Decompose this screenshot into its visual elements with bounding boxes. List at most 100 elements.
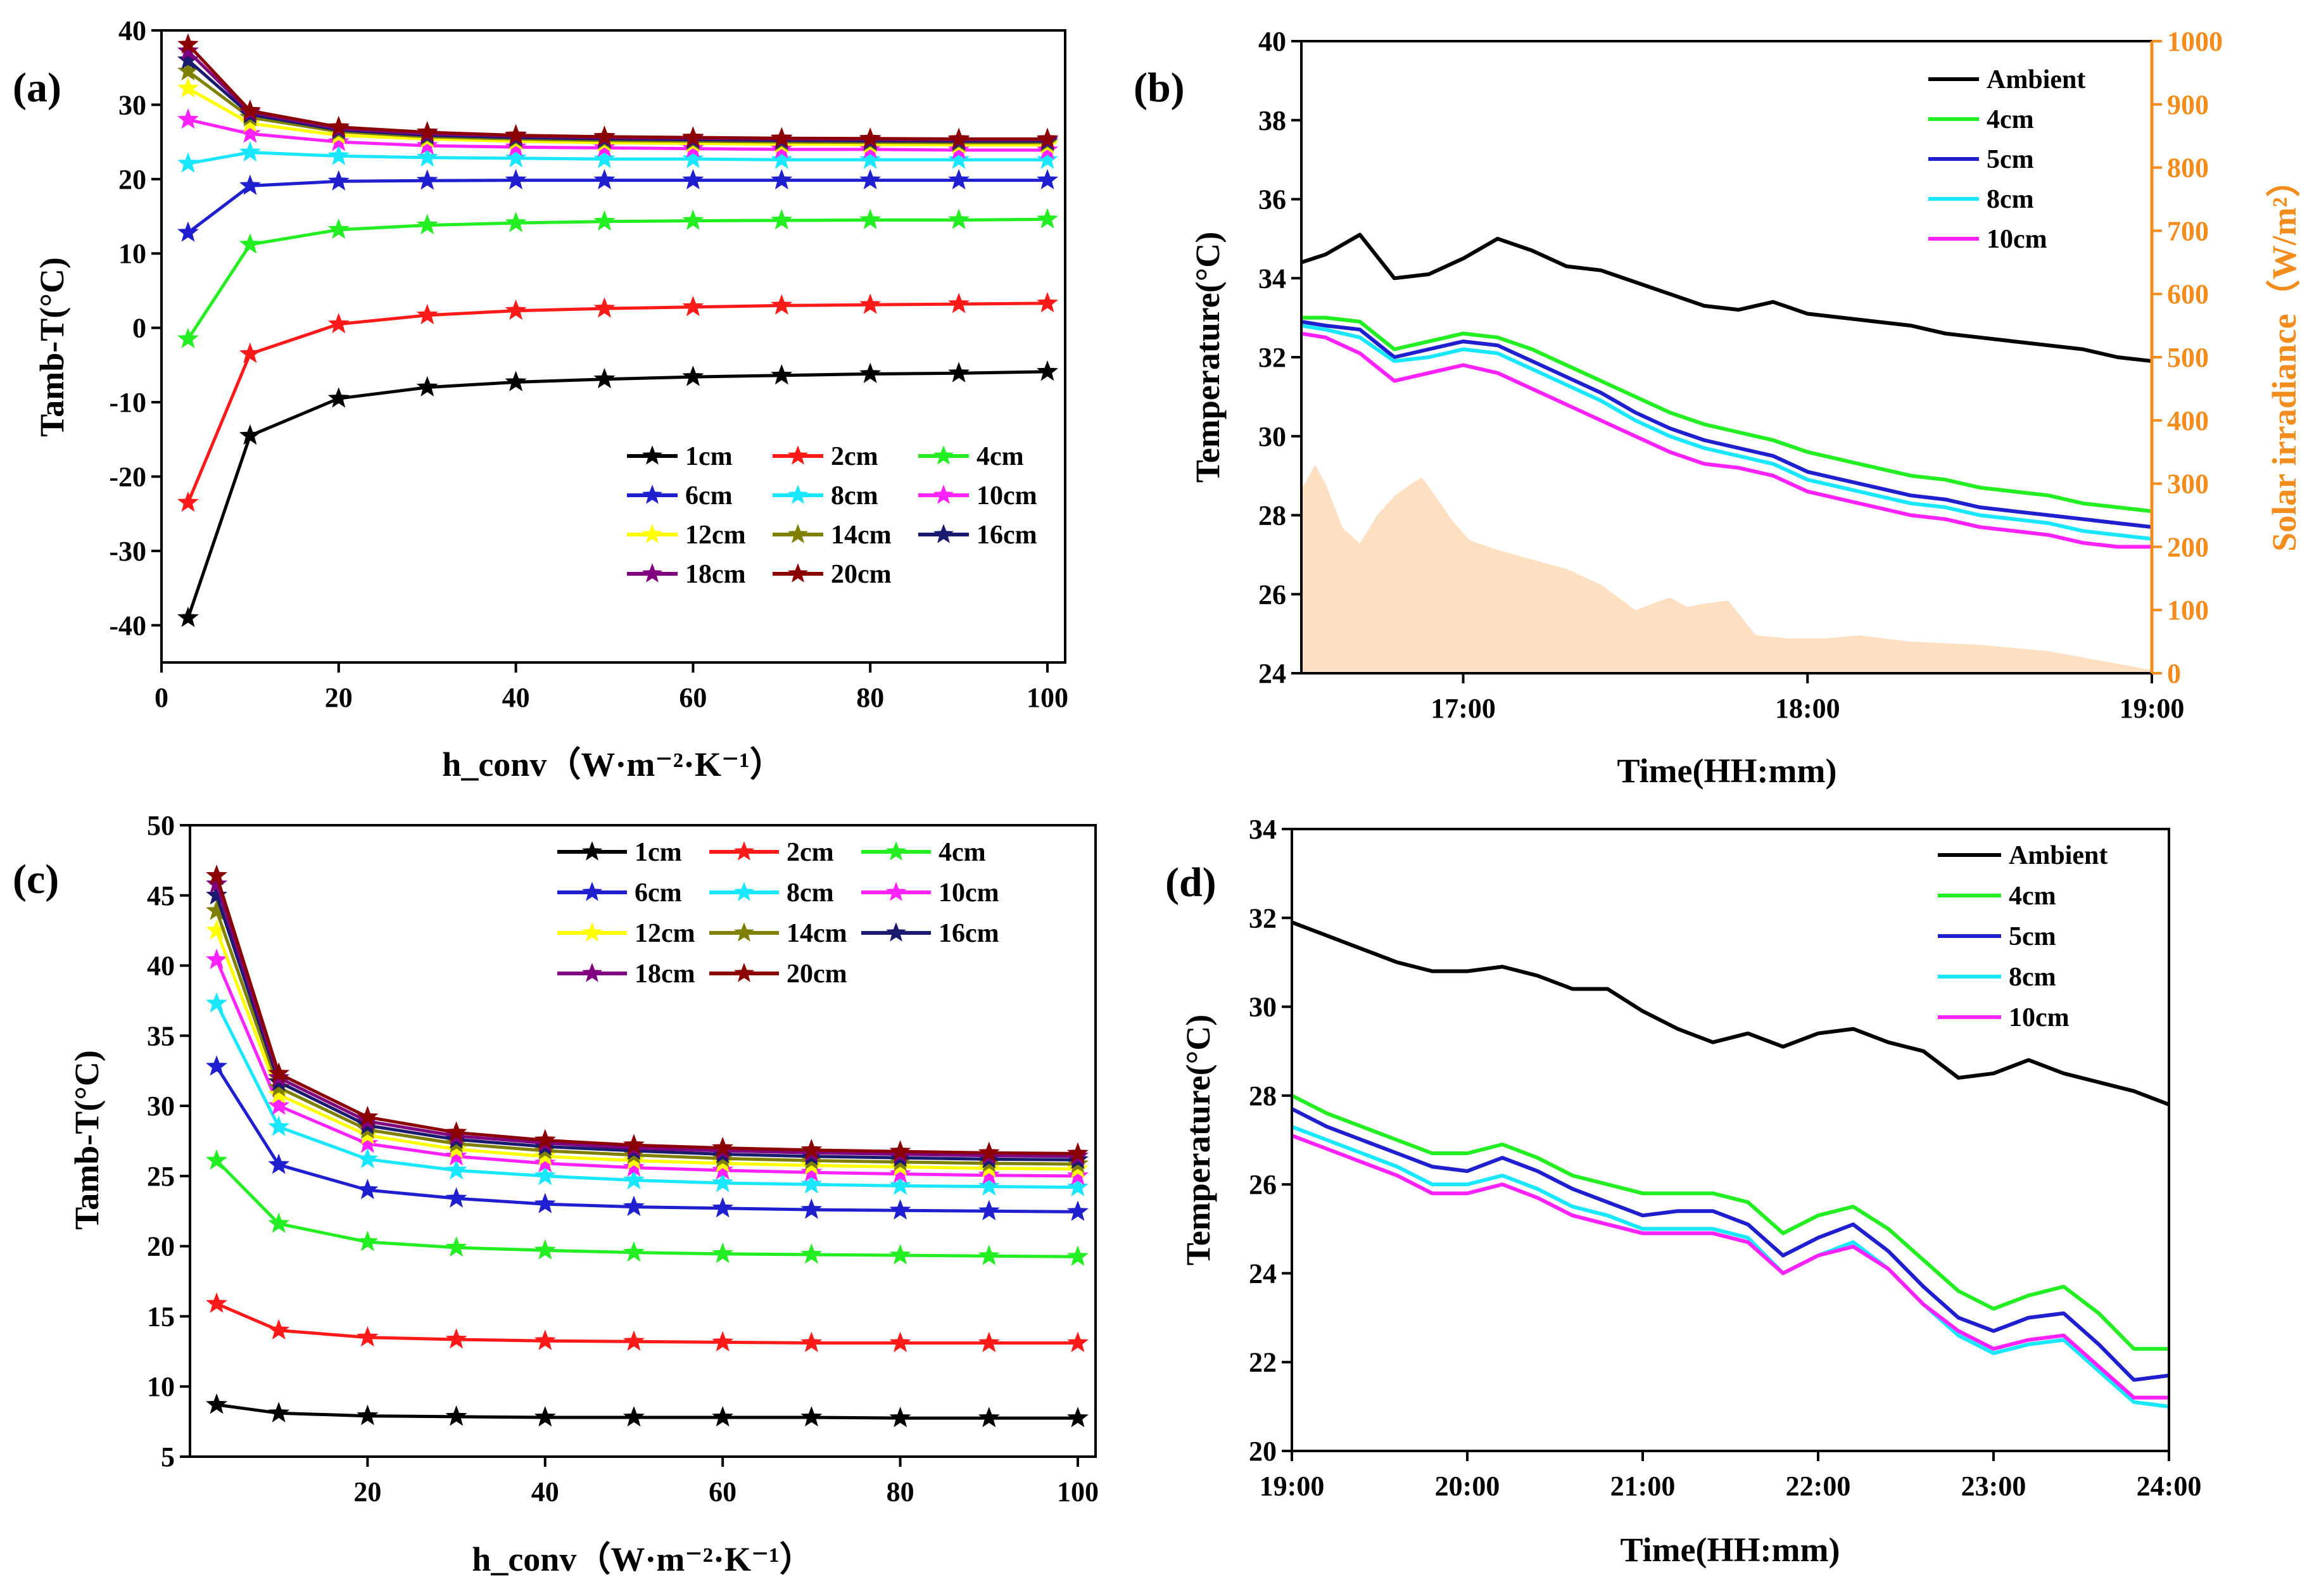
data-point-8cm: [771, 148, 793, 169]
data-point-4cm: [416, 213, 438, 235]
data-point-6cm: [859, 168, 882, 189]
legend-entry-12cm: 12cm: [627, 521, 746, 550]
x-tick-label: 60: [679, 682, 707, 713]
data-point-6cm: [268, 1153, 290, 1174]
data-point-8cm: [623, 1168, 645, 1190]
series-5cm: [1292, 1107, 2169, 1382]
data-point-1cm: [889, 1407, 911, 1428]
data-point-4cm: [712, 1243, 734, 1264]
panel-a-axes-frame: [160, 29, 1066, 664]
legend-label: 10cm: [1987, 225, 2047, 254]
data-point-4cm: [593, 210, 616, 231]
data-point-1cm: [623, 1406, 645, 1427]
data-point-8cm: [978, 1175, 1000, 1196]
series-10cm: [1301, 331, 2152, 549]
panel-a: (a) 0 20 40 60 80 100 -40 -30 -20 -10 0 10 20 30 40 h…: [13, 15, 1068, 783]
data-point-2cm: [327, 312, 350, 334]
data-point-1cm: [268, 1402, 290, 1422]
data-point-6cm: [239, 174, 261, 195]
data-point-1cm: [416, 376, 438, 396]
data-point-8cm: [859, 148, 882, 169]
data-point-6cm: [416, 169, 438, 190]
data-point-6cm: [978, 1200, 1000, 1220]
panel-c-y-axis-label: Tamb-T(°C): [68, 1050, 106, 1230]
data-point-20cm: [978, 1141, 1000, 1162]
legend-entry-16cm: 16cm: [918, 521, 1037, 550]
legend-label: 5cm: [1987, 145, 2034, 174]
legend-swatch-marker: [642, 524, 663, 543]
data-point-4cm: [859, 208, 882, 229]
y-tick-label: 30: [1249, 992, 1277, 1023]
data-point-4cm: [239, 233, 261, 254]
data-point-4cm: [357, 1231, 379, 1251]
y-tick-label: 24: [1258, 658, 1286, 689]
data-point-10cm: [505, 136, 527, 156]
legend-label: 14cm: [831, 521, 892, 550]
panel-c-plot-area: [206, 864, 1089, 1428]
legend-entry-Ambient: Ambient: [1928, 65, 2085, 94]
panel-d: (d) 19:00 20:00 21:00 22:00 23:00 24:00 20222…: [1165, 814, 2201, 1569]
y2-tick-label: 700: [2167, 215, 2209, 246]
legend-entry-10cm: 10cm: [1928, 225, 2047, 254]
panel-b-label: (b): [1134, 65, 1185, 111]
data-point-6cm: [771, 168, 793, 189]
data-point-2cm: [800, 1331, 823, 1353]
legend-entry-18cm: 18cm: [627, 560, 746, 589]
legend-entry-Ambient: Ambient: [1938, 841, 2108, 870]
panel-d-plot-area: [1292, 920, 2169, 1409]
data-point-8cm: [505, 147, 527, 168]
legend-label: 4cm: [939, 838, 986, 867]
data-point-1cm: [771, 364, 793, 385]
data-point-20cm: [534, 1129, 556, 1150]
legend-entry-4cm: 4cm: [1928, 105, 2034, 134]
solar-irradiance-area: [1301, 464, 2152, 673]
data-point-20cm: [327, 115, 350, 137]
legend-swatch-marker: [581, 882, 603, 901]
data-point-20cm: [593, 125, 616, 146]
legend-label: 10cm: [2009, 1003, 2070, 1032]
data-point-2cm: [859, 293, 882, 314]
data-point-1cm: [1037, 360, 1059, 381]
data-point-4cm: [800, 1243, 823, 1264]
data-point-4cm: [177, 327, 199, 348]
legend-label: 2cm: [787, 838, 834, 867]
legend-entry-10cm: 10cm: [918, 481, 1037, 510]
panel-b-x-axis-label: Time(HH:mm): [1617, 752, 1837, 790]
legend-swatch-marker: [787, 524, 809, 543]
series-5cm: [1301, 319, 2152, 529]
legend-swatch-marker: [885, 922, 907, 942]
panel-c-x-axis-label: h_conv（W·m⁻²·K⁻¹）: [472, 1540, 813, 1578]
series-line-10cm: [215, 959, 1078, 1178]
legend-label: 12cm: [635, 919, 695, 948]
x-tick-label: 40: [531, 1476, 559, 1507]
legend-swatch-marker: [642, 445, 663, 465]
y2-tick-label: 600: [2167, 279, 2209, 310]
data-point-2cm: [268, 1319, 290, 1340]
data-point-10cm: [800, 1161, 823, 1182]
x-tick-label: 20: [353, 1476, 381, 1507]
x-tick-label: 17:00: [1431, 693, 1496, 724]
legend-entry-18cm: 18cm: [557, 960, 695, 989]
data-point-8cm: [1066, 1175, 1089, 1197]
data-point-4cm: [771, 209, 793, 230]
y-tick-label: -30: [109, 536, 146, 567]
data-point-4cm: [682, 209, 704, 230]
series-8cm: [1301, 324, 2152, 541]
y-tick-label: 24: [1249, 1258, 1277, 1289]
panel-d-legend: Ambient 4cm 5cm 8cm 10cm: [1938, 841, 2108, 1032]
legend-label: 6cm: [685, 481, 733, 510]
y-tick-label: 30: [1258, 421, 1286, 452]
data-point-8cm: [593, 148, 616, 168]
legend-entry-1cm: 1cm: [627, 442, 733, 471]
data-point-2cm: [534, 1329, 556, 1350]
x-tick-label: 18:00: [1775, 693, 1840, 724]
data-point-20cm: [682, 126, 704, 147]
data-point-8cm: [948, 148, 970, 169]
data-point-6cm: [505, 168, 527, 189]
legend-entry-2cm: 2cm: [709, 838, 834, 867]
data-point-10cm: [978, 1163, 1000, 1185]
panel-b: (b) 17:00 18:00 19:00 24 26 28 30 32 34 36 38 40 0…: [1134, 26, 2303, 790]
data-point-20cm: [416, 121, 438, 142]
data-point-2cm: [771, 294, 793, 315]
series-line-4cm: [186, 217, 1048, 340]
